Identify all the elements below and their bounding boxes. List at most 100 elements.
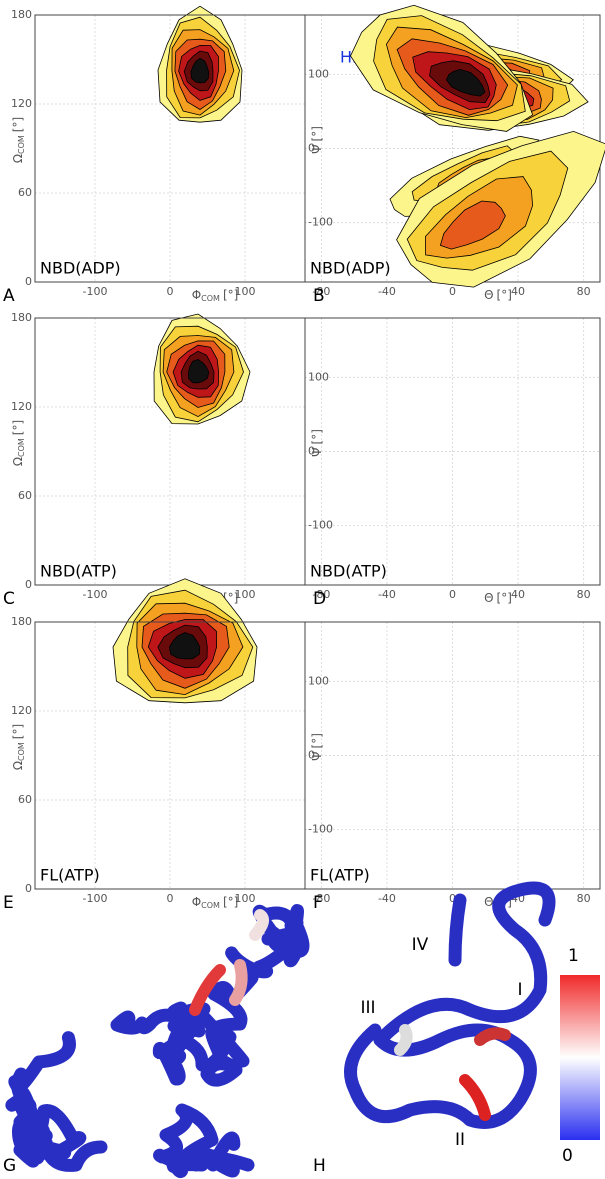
panel-letter: G (3, 1156, 16, 1176)
axis-unit: [°] (11, 420, 25, 435)
axis-subscript: COM (17, 742, 26, 761)
y-tick-label: 100 (308, 370, 329, 383)
x-axis-label: Θ [°] (484, 591, 512, 605)
axis-subscript: COM (201, 901, 220, 910)
axis-unit: [°] (310, 126, 324, 141)
axis-unit: [°] (11, 117, 25, 132)
y-tick-label: 180 (11, 311, 32, 324)
y-axis-label: ΩCOM [°] (11, 420, 26, 466)
region-label: I (517, 980, 522, 1000)
y-axis-label: ΩCOM [°] (11, 724, 26, 770)
panel-letter: E (3, 893, 14, 913)
y-tick-label: 0 (25, 578, 32, 591)
y-tick-label: 60 (18, 793, 32, 806)
x-tick-label: -100 (83, 588, 108, 601)
protein-backbone (351, 888, 550, 1123)
axis-unit: [°] (497, 591, 512, 605)
axis-unit: [°] (223, 895, 238, 909)
axis-symbol: Ψ (310, 144, 324, 153)
system-label: FL(ATP) (40, 866, 100, 885)
protein-backbone (12, 1038, 101, 1166)
axis-symbol: Ω (11, 761, 25, 770)
highlight (480, 1033, 505, 1040)
axis-unit: [°] (497, 288, 512, 302)
y-tick-label: 100 (308, 67, 329, 80)
system-label: NBD(ATP) (310, 562, 387, 581)
y-axis-label: Ψ [°] (310, 733, 324, 761)
y-tick-label: -100 (308, 519, 333, 532)
panel-letter: D (313, 589, 326, 609)
x-tick-label: 0 (167, 285, 174, 298)
panel-letter: A (3, 286, 15, 306)
x-tick-label: 0 (449, 285, 456, 298)
system-label: NBD(ADP) (310, 259, 391, 278)
x-tick-label: 80 (577, 892, 591, 905)
axis-symbol: Θ (484, 288, 493, 302)
y-tick-label: 120 (11, 704, 32, 717)
axis-subscript: COM (17, 135, 26, 154)
x-tick-label: 0 (449, 588, 456, 601)
x-tick-label: 40 (511, 588, 525, 601)
highlight (255, 915, 263, 935)
axis-unit: [°] (11, 724, 25, 739)
x-tick-label: -100 (83, 892, 108, 905)
y-axis-label: Ψ [°] (310, 126, 324, 154)
y-tick-label: -100 (308, 823, 333, 836)
x-tick-label: 40 (511, 285, 525, 298)
colorbar-label: 1 (568, 946, 579, 966)
x-tick-label: -40 (378, 285, 396, 298)
y-tick-label: 60 (18, 489, 32, 502)
axis-symbol: Ψ (310, 751, 324, 760)
axis-symbol: Ω (11, 154, 25, 163)
y-tick-label: 180 (11, 615, 32, 628)
panel-letter: C (3, 589, 15, 609)
axis-symbol: Θ (484, 591, 493, 605)
region-label: II (455, 1130, 465, 1150)
axis-symbol: Ψ (310, 447, 324, 456)
axis-subscript: COM (201, 294, 220, 303)
x-tick-label: -40 (378, 892, 396, 905)
y-tick-label: 120 (11, 97, 32, 110)
y-tick-label: -100 (308, 216, 333, 229)
axis-subscript: COM (17, 438, 26, 457)
axis-symbol: Ω (11, 457, 25, 466)
x-tick-label: 80 (577, 588, 591, 601)
axis-unit: [°] (310, 429, 324, 444)
protein-backbone (160, 1110, 248, 1172)
axis-unit: [°] (223, 288, 238, 302)
panel-letter: B (313, 286, 325, 306)
x-tick-label: -40 (378, 588, 396, 601)
system-label: NBD(ATP) (40, 562, 117, 581)
x-tick-label: 0 (167, 892, 174, 905)
highlight (465, 1080, 485, 1115)
x-tick-label: -100 (83, 285, 108, 298)
y-tick-label: 120 (11, 400, 32, 413)
y-axis-label: Ψ [°] (310, 429, 324, 457)
y-tick-label: 60 (18, 186, 32, 199)
axis-symbol: Φ (192, 895, 201, 909)
y-axis-label: ΩCOM [°] (11, 117, 26, 163)
y-tick-label: 0 (25, 882, 32, 895)
x-tick-label: 80 (577, 285, 591, 298)
highlight (400, 1030, 407, 1050)
y-tick-label: 100 (308, 674, 329, 687)
figure: -1000100060120180NBD(ADP)AΦCOM[°]ΩCOM[°]… (0, 0, 605, 1179)
y-tick-label: 0 (25, 275, 32, 288)
panel-letter: F (313, 893, 323, 913)
y-tick-label: 180 (11, 8, 32, 21)
colorbar-label: 0 (562, 1146, 573, 1166)
region-label: IV (412, 935, 429, 955)
axis-symbol: Θ (484, 895, 493, 909)
highlight (235, 965, 242, 1000)
x-axis-label: ΦCOM[°] (192, 895, 239, 910)
system-label: NBD(ADP) (40, 259, 121, 278)
region-label: III (360, 998, 375, 1018)
axis-unit: [°] (310, 733, 324, 748)
structure-images (12, 888, 549, 1172)
colorbar (560, 975, 600, 1140)
x-axis-label: ΦCOM[°] (192, 288, 239, 303)
x-axis-label: Θ [°] (484, 288, 512, 302)
